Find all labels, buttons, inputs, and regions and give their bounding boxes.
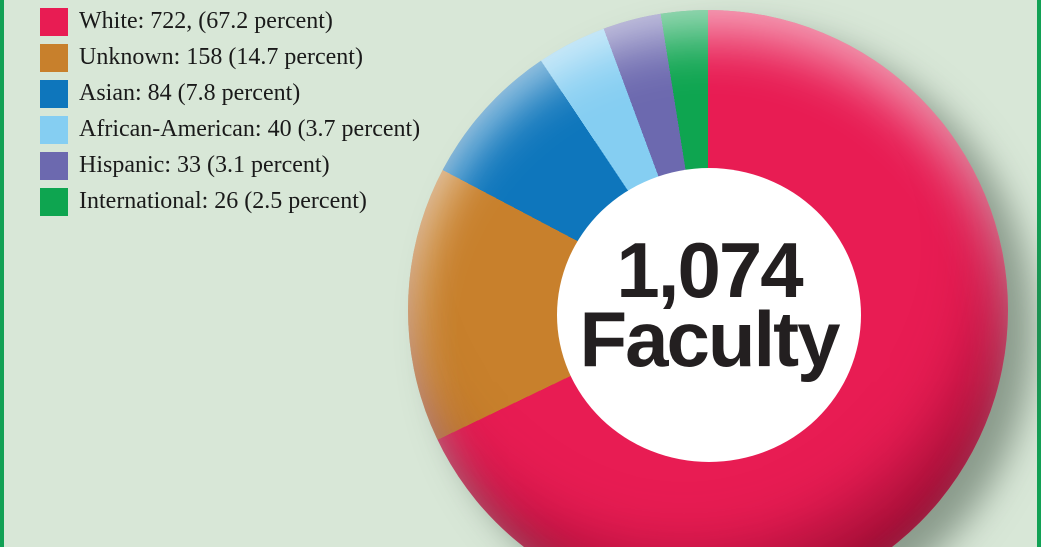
legend-label-hispanic: Hispanic: 33 (3.1 percent) [79, 152, 330, 178]
legend-swatch-hispanic [40, 151, 68, 180]
legend-item-unknown: Unknown: 158 (14.7 percent) [40, 43, 420, 72]
faculty-total-label: Faculty [579, 295, 840, 383]
faculty-total-value: 1,074 [616, 226, 803, 315]
legend-swatch-african-american [40, 115, 68, 144]
legend-swatch-white [40, 7, 68, 36]
legend-item-asian: Asian: 84 (7.8 percent) [40, 79, 420, 108]
frame-right-border [1037, 0, 1041, 547]
donut-center-text: 1,074 Faculty [579, 226, 840, 383]
donut-center: 1,074 Faculty [557, 168, 861, 462]
frame-left-border [0, 0, 4, 547]
legend: White: 722, (67.2 percent) Unknown: 158 … [40, 7, 420, 223]
legend-item-white: White: 722, (67.2 percent) [40, 7, 420, 36]
legend-label-african-american: African-American: 40 (3.7 percent) [79, 116, 421, 142]
legend-swatch-unknown [40, 43, 68, 72]
legend-label-unknown: Unknown: 158 (14.7 percent) [79, 44, 363, 70]
legend-item-african-american: African-American: 40 (3.7 percent) [40, 115, 420, 144]
legend-swatch-asian [40, 79, 68, 108]
legend-label-white: White: 722, (67.2 percent) [79, 8, 333, 34]
donut-chart: 1,074 Faculty [408, 10, 1008, 547]
legend-swatch-international [40, 187, 68, 216]
legend-item-international: International: 26 (2.5 percent) [40, 187, 420, 216]
legend-label-asian: Asian: 84 (7.8 percent) [79, 80, 301, 106]
legend-item-hispanic: Hispanic: 33 (3.1 percent) [40, 151, 420, 180]
legend-label-international: International: 26 (2.5 percent) [79, 188, 367, 214]
